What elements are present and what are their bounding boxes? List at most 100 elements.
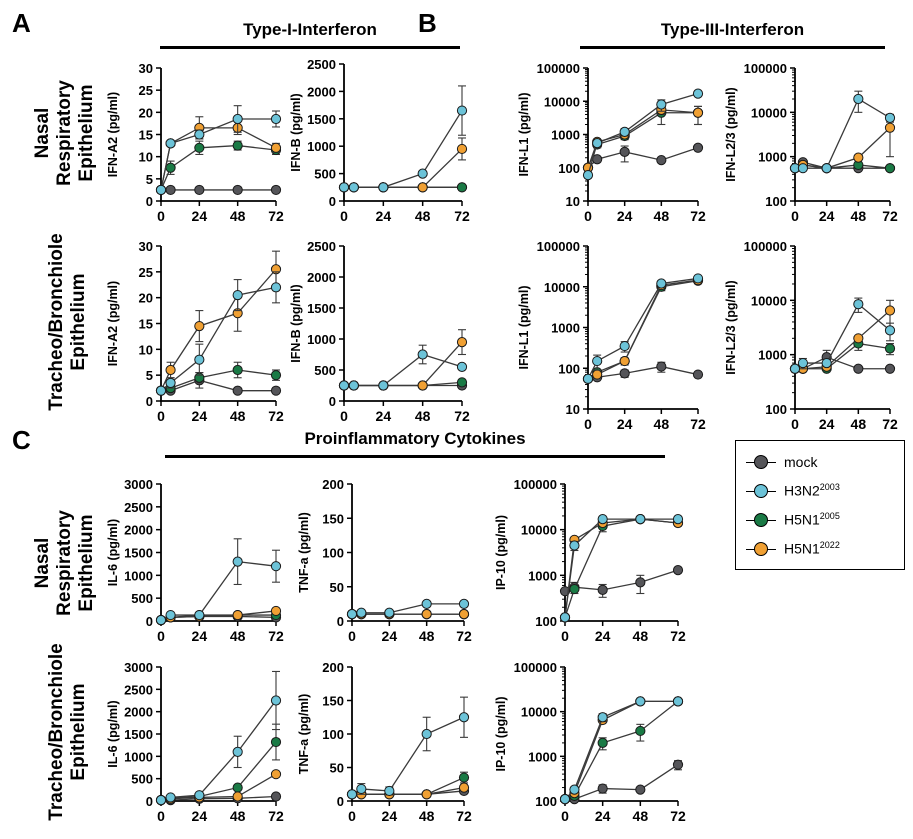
legend-marker-icon [746,454,776,469]
x-tick-label: 0 [340,408,348,424]
y-tick-label: 0 [146,794,153,809]
data-point [597,584,608,595]
y-axis-label: IFN-A2 (pg/ml) [106,281,120,366]
data-point [597,514,608,525]
row-label-line: Tracheo/Bronchiole [46,233,67,411]
data-point [232,385,243,396]
data-point [656,154,667,166]
y-tick-label: 10 [139,150,153,165]
x-tick-label: 0 [157,408,165,424]
y-tick-label: 2500 [124,682,153,697]
y-axis-label: IFN-B (pg/ml) [289,284,303,362]
y-axis-label: IL-6 (pg/ml) [106,700,120,767]
data-point [569,540,580,551]
y-tick-label: 2500 [307,57,336,72]
y-tick-label: 500 [314,363,336,378]
row-label-line: Respiratory [54,510,75,616]
data-point [270,142,282,153]
y-tick-label: 0 [329,394,336,409]
x-tick-label: 72 [456,628,472,644]
series-line [344,353,463,387]
data-point [348,380,359,391]
data-point [232,364,243,376]
legend-item-h5n1-2005: H5N12005 [746,505,904,534]
series-line [352,786,465,795]
data-point [378,380,389,391]
legend-dot [754,454,768,469]
series-h3n2-2003 [155,538,282,626]
legend-name: H3N2 [784,482,820,499]
data-point [672,565,684,576]
data-point [853,93,864,105]
series-h5n1-2022 [338,137,468,193]
series-line [794,303,891,370]
y-tick-label: 100000 [514,660,557,675]
data-point [619,355,630,367]
x-tick-label: 48 [230,808,246,824]
series-line [564,700,678,800]
data-point [884,122,896,133]
series-h3n2-2003 [582,273,704,384]
y-tick-label: 1000 [551,321,580,336]
data-point [232,782,243,793]
y-tick-label: 500 [131,772,153,787]
x-tick-label: 0 [348,628,356,644]
data-point [194,142,205,153]
y-tick-label: 100 [558,161,580,176]
data-point [692,142,704,153]
row-label-tracheo-top: Tracheo/Bronchiole Epithelium [46,222,90,422]
data-point [270,282,282,293]
x-tick-label: 48 [230,208,246,224]
data-point [692,88,704,99]
data-point [155,385,167,396]
y-tick-label: 100 [558,361,580,376]
data-point [853,333,864,344]
legend-label: H5N12005 [784,511,840,528]
series-line [160,286,277,392]
legend-sup: 2003 [819,482,840,493]
row-label-tracheo-bottom: Tracheo/Bronchiole Epithelium [46,632,90,832]
data-point [458,598,470,609]
series-line [160,741,277,801]
y-tick-label: 10000 [521,705,557,720]
data-point [270,695,282,706]
group-line-type3 [580,46,885,49]
x-tick-label: 72 [454,408,470,424]
y-tick-label: 100000 [537,61,580,76]
data-point [592,369,603,380]
row-label-line: Nasal [32,537,53,589]
x-tick-label: 24 [382,808,398,824]
data-point [356,607,367,618]
legend-sup: 2005 [819,511,840,522]
data-point [346,789,358,800]
data-point [884,112,896,123]
y-tick-label: 100 [322,727,344,742]
y-tick-label: 1500 [307,112,336,127]
chart-a_tracheo_ifnb: 0 500 1000 1500 2000 2500 0 24 48 72 IFN-B (pg/ml) [289,239,470,424]
series-h5n1-2005 [155,140,282,196]
data-point [232,184,243,196]
data-point [456,182,468,193]
data-point [569,583,580,595]
data-point [559,794,571,805]
chart-a_nasal_ifna2: 0 5 10 15 20 25 30 0 24 48 72 IFN-A2 (pg/ml) [106,61,284,224]
data-point [797,357,809,369]
y-tick-label: 20 [139,291,153,306]
data-point [270,605,282,617]
data-point [270,561,282,572]
row-label-line: Epithelium [68,273,89,371]
y-tick-label: 0 [337,794,344,809]
y-tick-label: 2500 [307,239,336,254]
y-tick-label: 3000 [124,477,153,492]
y-axis-label: IP-10 (pg/ml) [494,515,508,590]
data-point [619,146,630,157]
data-point [194,129,205,140]
data-point [456,143,468,155]
data-point [194,184,205,196]
series-h5n1-2005 [155,723,282,806]
data-point [692,273,704,284]
data-point [194,609,205,621]
series-h5n1-2022 [582,275,704,384]
row-label-line: Nasal [32,107,53,159]
series-h3n2-2003 [155,105,282,196]
